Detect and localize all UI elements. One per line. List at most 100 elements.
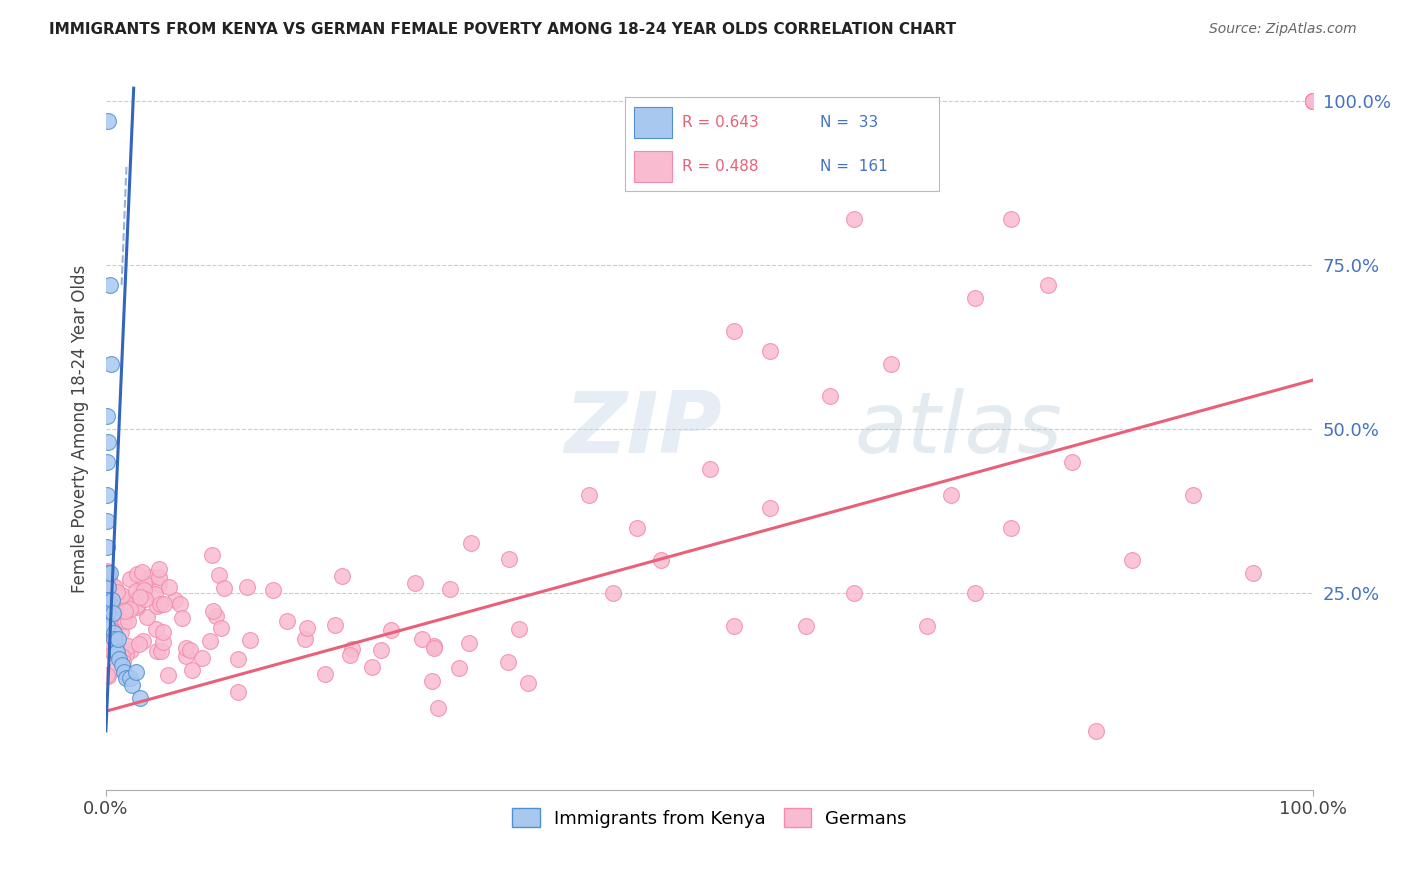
Point	[101, 591, 124, 606]
Point	[103, 627, 125, 641]
Point	[228, 685, 250, 699]
Point	[118, 593, 141, 607]
Point	[96, 592, 118, 607]
Point	[132, 575, 155, 590]
Point	[174, 648, 197, 663]
Point	[145, 599, 167, 613]
Point	[212, 581, 235, 595]
Point	[115, 594, 138, 608]
Point	[96, 455, 118, 469]
Point	[148, 562, 170, 576]
Point	[96, 575, 118, 590]
Point	[156, 667, 179, 681]
Point	[125, 665, 148, 679]
Point	[97, 580, 120, 594]
Point	[104, 580, 127, 594]
Point	[96, 619, 118, 633]
Point	[134, 583, 156, 598]
Point	[105, 641, 128, 656]
Point	[723, 324, 745, 338]
Text: Source: ZipAtlas.com: Source: ZipAtlas.com	[1209, 22, 1357, 37]
Point	[1302, 95, 1324, 109]
Point	[449, 661, 471, 675]
Point	[1302, 95, 1324, 109]
Point	[146, 644, 169, 658]
Point	[128, 691, 150, 706]
Point	[314, 667, 336, 681]
Point	[105, 602, 128, 616]
Point	[111, 648, 134, 663]
Point	[149, 644, 172, 658]
Point	[101, 600, 124, 615]
Point	[370, 643, 392, 657]
Point	[157, 580, 180, 594]
Point	[105, 661, 128, 675]
Point	[174, 640, 197, 655]
Point	[114, 594, 136, 608]
Point	[101, 606, 124, 620]
Point	[127, 600, 149, 615]
Point	[498, 552, 520, 566]
Point	[1121, 553, 1143, 567]
Point	[236, 580, 259, 594]
Point	[170, 611, 193, 625]
Point	[915, 619, 938, 633]
Point	[120, 642, 142, 657]
Point	[1302, 95, 1324, 109]
Point	[380, 624, 402, 638]
Point	[1000, 520, 1022, 534]
Point	[163, 592, 186, 607]
Point	[110, 658, 132, 673]
Point	[128, 586, 150, 600]
Point	[148, 577, 170, 591]
Point	[96, 582, 118, 596]
Point	[198, 633, 221, 648]
Point	[103, 632, 125, 646]
Point	[98, 277, 121, 292]
Point	[602, 586, 624, 600]
Point	[699, 461, 721, 475]
Point	[422, 639, 444, 653]
Point	[114, 614, 136, 628]
Point	[97, 435, 120, 450]
Point	[115, 647, 138, 661]
Point	[100, 641, 122, 656]
Point	[125, 598, 148, 612]
Point	[105, 645, 128, 659]
Point	[111, 655, 134, 669]
Point	[1302, 95, 1324, 109]
Point	[169, 597, 191, 611]
Point	[103, 581, 125, 595]
Point	[1302, 95, 1324, 109]
Point	[190, 650, 212, 665]
Point	[96, 409, 118, 423]
Point	[129, 591, 152, 605]
Point	[879, 357, 901, 371]
Point	[96, 514, 118, 528]
Point	[1302, 95, 1324, 109]
Point	[100, 609, 122, 624]
Point	[114, 604, 136, 618]
Point	[97, 640, 120, 655]
Point	[330, 569, 353, 583]
Point	[1000, 212, 1022, 227]
Y-axis label: Female Poverty Among 18-24 Year Olds: Female Poverty Among 18-24 Year Olds	[72, 265, 89, 593]
Point	[121, 678, 143, 692]
Point	[965, 291, 987, 305]
Point	[1302, 95, 1324, 109]
Point	[100, 607, 122, 621]
Point	[426, 700, 449, 714]
Point	[118, 602, 141, 616]
Point	[404, 576, 426, 591]
Point	[132, 633, 155, 648]
Point	[201, 548, 224, 562]
Point	[239, 633, 262, 648]
Point	[1302, 95, 1324, 109]
Point	[97, 566, 120, 581]
Point	[104, 628, 127, 642]
Point	[97, 640, 120, 655]
Point	[339, 648, 361, 662]
Point	[96, 592, 118, 607]
Point	[820, 389, 842, 403]
Point	[205, 608, 228, 623]
